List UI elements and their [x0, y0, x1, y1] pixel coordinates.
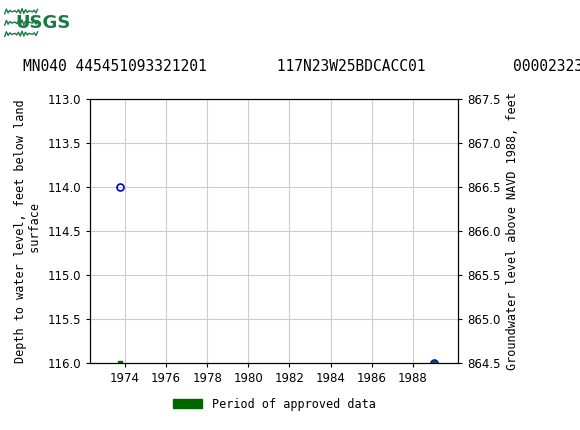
Y-axis label: Depth to water level, feet below land
 surface: Depth to water level, feet below land su… [14, 99, 42, 363]
FancyBboxPatch shape [3, 3, 78, 42]
Y-axis label: Groundwater level above NAVD 1988, feet: Groundwater level above NAVD 1988, feet [506, 92, 519, 370]
Text: MN040 445451093321201        117N23W25BDCACC01          0000232331: MN040 445451093321201 117N23W25BDCACC01 … [23, 59, 580, 74]
Legend: Period of approved data: Period of approved data [168, 393, 380, 416]
Text: USGS: USGS [16, 14, 71, 31]
